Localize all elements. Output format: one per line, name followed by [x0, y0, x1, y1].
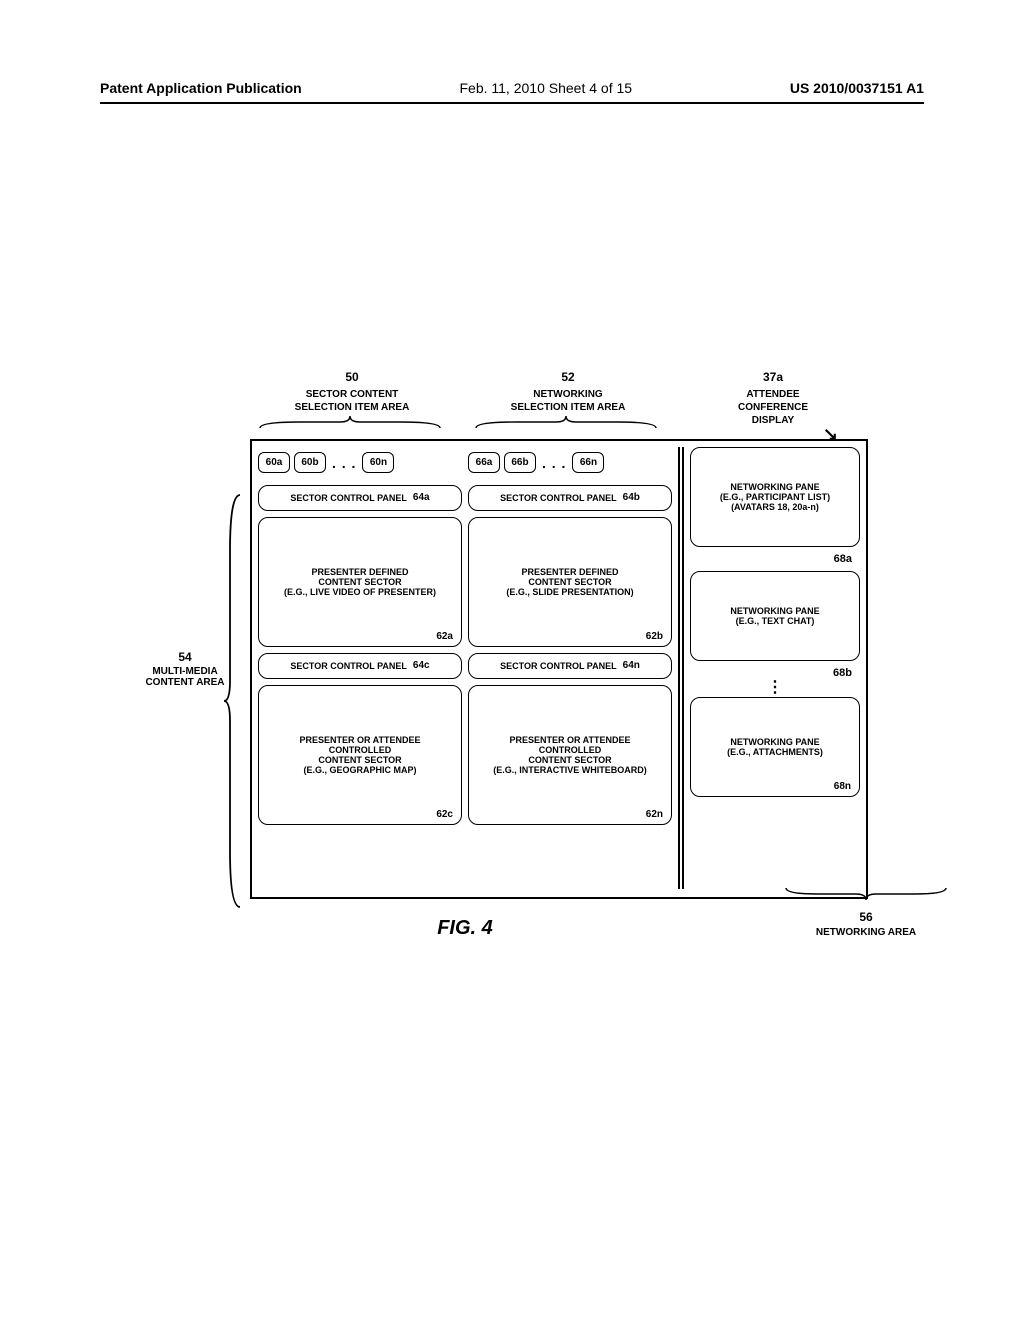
networking-pane-68n-box: NETWORKING PANE (E.G., ATTACHMENTS) 68n: [690, 697, 860, 797]
content-col-a: 60a 60b . . . 60n SECTOR CONTROL PANEL 6…: [258, 447, 462, 889]
brace-left-54: [222, 491, 244, 911]
header-left: Patent Application Publication: [100, 80, 302, 96]
tab-60b: 60b: [294, 452, 326, 473]
sector-62c: PRESENTER OR ATTENDEE CONTROLLED CONTENT…: [258, 685, 462, 825]
outer-frame: 60a 60b . . . 60n SECTOR CONTROL PANEL 6…: [250, 439, 868, 899]
ctrl-panel-64a: SECTOR CONTROL PANEL 64a: [258, 485, 462, 511]
ellipsis-icon: . . .: [330, 455, 358, 471]
tab-row-66: 66a 66b . . . 66n: [468, 447, 672, 479]
ctrl-panel-64n: SECTOR CONTROL PANEL 64n: [468, 653, 672, 679]
label-50: 50 SECTOR CONTENT SELECTION ITEM AREA: [250, 370, 454, 439]
header-center: Feb. 11, 2010 Sheet 4 of 15: [460, 80, 633, 96]
header-right: US 2010/0037151 A1: [790, 80, 924, 96]
tab-66b: 66b: [504, 452, 536, 473]
ctrl-panel-64c: SECTOR CONTROL PANEL 64c: [258, 653, 462, 679]
ctrl-panel-64b: SECTOR CONTROL PANEL 64b: [468, 485, 672, 511]
networking-col: NETWORKING PANE (E.G., PARTICIPANT LIST)…: [690, 447, 860, 889]
label-52: 52 NETWORKING SELECTION ITEM AREA: [466, 370, 670, 439]
figure-4-diagram: 50 SECTOR CONTENT SELECTION ITEM AREA 52…: [120, 370, 954, 940]
label-37a: 37a ATTENDEE CONFERENCE DISPLAY ↘: [688, 370, 858, 439]
figure-label: FIG. 4: [250, 917, 680, 940]
brace-top-50: [250, 414, 450, 430]
main-row: 54 MULTI-MEDIA CONTENT AREA 60a 60b . . …: [120, 439, 954, 899]
page-header: Patent Application Publication Feb. 11, …: [100, 80, 924, 104]
arrow-37a: ↘: [688, 429, 858, 439]
networking-pane-68a-box: NETWORKING PANE (E.G., PARTICIPANT LIST)…: [690, 447, 860, 547]
tab-66a: 66a: [468, 452, 500, 473]
label-56-area: 56 NETWORKING AREA: [778, 886, 954, 939]
sector-62n: PRESENTER OR ATTENDEE CONTROLLED CONTENT…: [468, 685, 672, 825]
ref-68a: 68a: [690, 553, 860, 565]
vertical-ellipsis-icon: ⋮: [690, 685, 860, 691]
sector-62a: PRESENTER DEFINED CONTENT SECTOR (E.G., …: [258, 517, 462, 647]
tab-60n: 60n: [362, 452, 394, 473]
top-labels-row: 50 SECTOR CONTENT SELECTION ITEM AREA 52…: [250, 370, 954, 439]
label-54: 54 MULTI-MEDIA CONTENT AREA: [120, 439, 250, 899]
tab-row-60: 60a 60b . . . 60n: [258, 447, 462, 479]
sector-62b: PRESENTER DEFINED CONTENT SECTOR (E.G., …: [468, 517, 672, 647]
ref-68b: 68b: [690, 667, 860, 679]
tab-60a: 60a: [258, 452, 290, 473]
tab-66n: 66n: [572, 452, 604, 473]
vertical-double-separator: [678, 447, 684, 889]
content-col-b: 66a 66b . . . 66n SECTOR CONTROL PANEL 6…: [468, 447, 672, 889]
label-56: 56 NETWORKING AREA: [778, 910, 954, 939]
brace-bottom-56: [778, 886, 954, 902]
brace-top-52: [466, 414, 666, 430]
networking-pane-68b-box: NETWORKING PANE (E.G., TEXT CHAT): [690, 571, 860, 661]
ellipsis-icon: . . .: [540, 455, 568, 471]
